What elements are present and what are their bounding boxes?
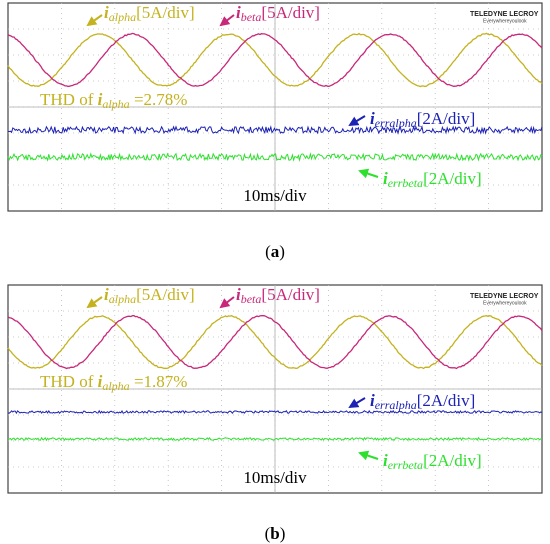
caption-part: ) bbox=[280, 524, 286, 543]
arrow bbox=[348, 115, 366, 127]
text-part: i bbox=[370, 391, 375, 410]
text-part: =1.87% bbox=[130, 372, 188, 391]
subscript: errbeta bbox=[388, 176, 423, 190]
arrow bbox=[219, 14, 235, 27]
label: ibeta[5A/div] bbox=[236, 3, 320, 24]
text-part: [5A/div] bbox=[136, 3, 195, 22]
subscript: alpha bbox=[102, 97, 129, 111]
text-part: [2A/div] bbox=[423, 169, 482, 188]
text-part: i bbox=[98, 372, 103, 391]
timebase: 10ms/div bbox=[243, 186, 307, 205]
slogan: Everywhereyoulook bbox=[483, 300, 527, 306]
caption-part: ) bbox=[279, 242, 285, 261]
arrow bbox=[348, 397, 366, 409]
brand: TELEDYNE LECROY bbox=[470, 11, 539, 18]
text-part: [2A/div] bbox=[417, 391, 476, 410]
text-part: [2A/div] bbox=[417, 109, 476, 128]
caption-part: ( bbox=[265, 242, 271, 261]
waveform bbox=[7, 152, 543, 162]
text-part: i bbox=[104, 3, 109, 22]
label: THD of ialpha =1.87% bbox=[40, 372, 187, 393]
text-part: i bbox=[236, 285, 241, 304]
subscript: errbeta bbox=[388, 458, 423, 472]
caption: (b) bbox=[265, 524, 286, 543]
label: ialpha[5A/div] bbox=[104, 285, 195, 306]
text-part: i bbox=[383, 451, 388, 470]
label: ibeta[5A/div] bbox=[236, 285, 320, 306]
caption-label: a bbox=[271, 242, 280, 261]
waveform bbox=[7, 315, 543, 370]
subscript: erralpha bbox=[375, 398, 417, 412]
text-part: i bbox=[98, 90, 103, 109]
subscript: beta bbox=[241, 292, 262, 306]
waveform bbox=[7, 32, 543, 88]
arrow bbox=[219, 296, 235, 309]
text-part: i bbox=[370, 109, 375, 128]
label: ialpha[5A/div] bbox=[104, 3, 195, 24]
label: THD of ialpha =2.78% bbox=[40, 90, 187, 111]
text-part: =2.78% bbox=[130, 90, 188, 109]
label: ierrbeta[2A/div] bbox=[383, 169, 482, 190]
arrow bbox=[86, 296, 103, 309]
caption-part: ( bbox=[265, 524, 271, 543]
brand: TELEDYNE LECROY bbox=[470, 293, 539, 300]
waveform bbox=[7, 125, 543, 135]
scope-panel: TELEDYNE LECROYEverywhereyoulookialpha[5… bbox=[7, 284, 543, 543]
scope-panel: TELEDYNE LECROYEverywhereyoulookialpha[5… bbox=[7, 2, 543, 261]
text-part: [2A/div] bbox=[423, 451, 482, 470]
waveform bbox=[7, 314, 543, 370]
waveform bbox=[7, 32, 543, 88]
text-part: i bbox=[236, 3, 241, 22]
slogan: Everywhereyoulook bbox=[483, 18, 527, 24]
subscript: beta bbox=[241, 10, 262, 24]
text-part: i bbox=[383, 169, 388, 188]
arrow bbox=[358, 168, 379, 179]
text-part: i bbox=[104, 285, 109, 304]
waveform bbox=[7, 436, 542, 442]
label: ierrbeta[2A/div] bbox=[383, 451, 482, 472]
text-part: [5A/div] bbox=[261, 285, 320, 304]
timebase: 10ms/div bbox=[243, 468, 307, 487]
text-part: [5A/div] bbox=[136, 285, 195, 304]
subscript: erralpha bbox=[375, 116, 417, 130]
text-part: [5A/div] bbox=[261, 3, 320, 22]
text-part: THD of bbox=[40, 90, 98, 109]
arrow bbox=[86, 14, 103, 27]
caption-label: b bbox=[270, 524, 279, 543]
subscript: alpha bbox=[109, 10, 136, 24]
subscript: alpha bbox=[109, 292, 136, 306]
text-part: THD of bbox=[40, 372, 98, 391]
waveform bbox=[7, 409, 543, 415]
subscript: alpha bbox=[102, 379, 129, 393]
caption: (a) bbox=[265, 242, 285, 261]
arrow bbox=[358, 450, 379, 461]
label: ierralpha[2A/div] bbox=[370, 109, 475, 130]
label: ierralpha[2A/div] bbox=[370, 391, 475, 412]
